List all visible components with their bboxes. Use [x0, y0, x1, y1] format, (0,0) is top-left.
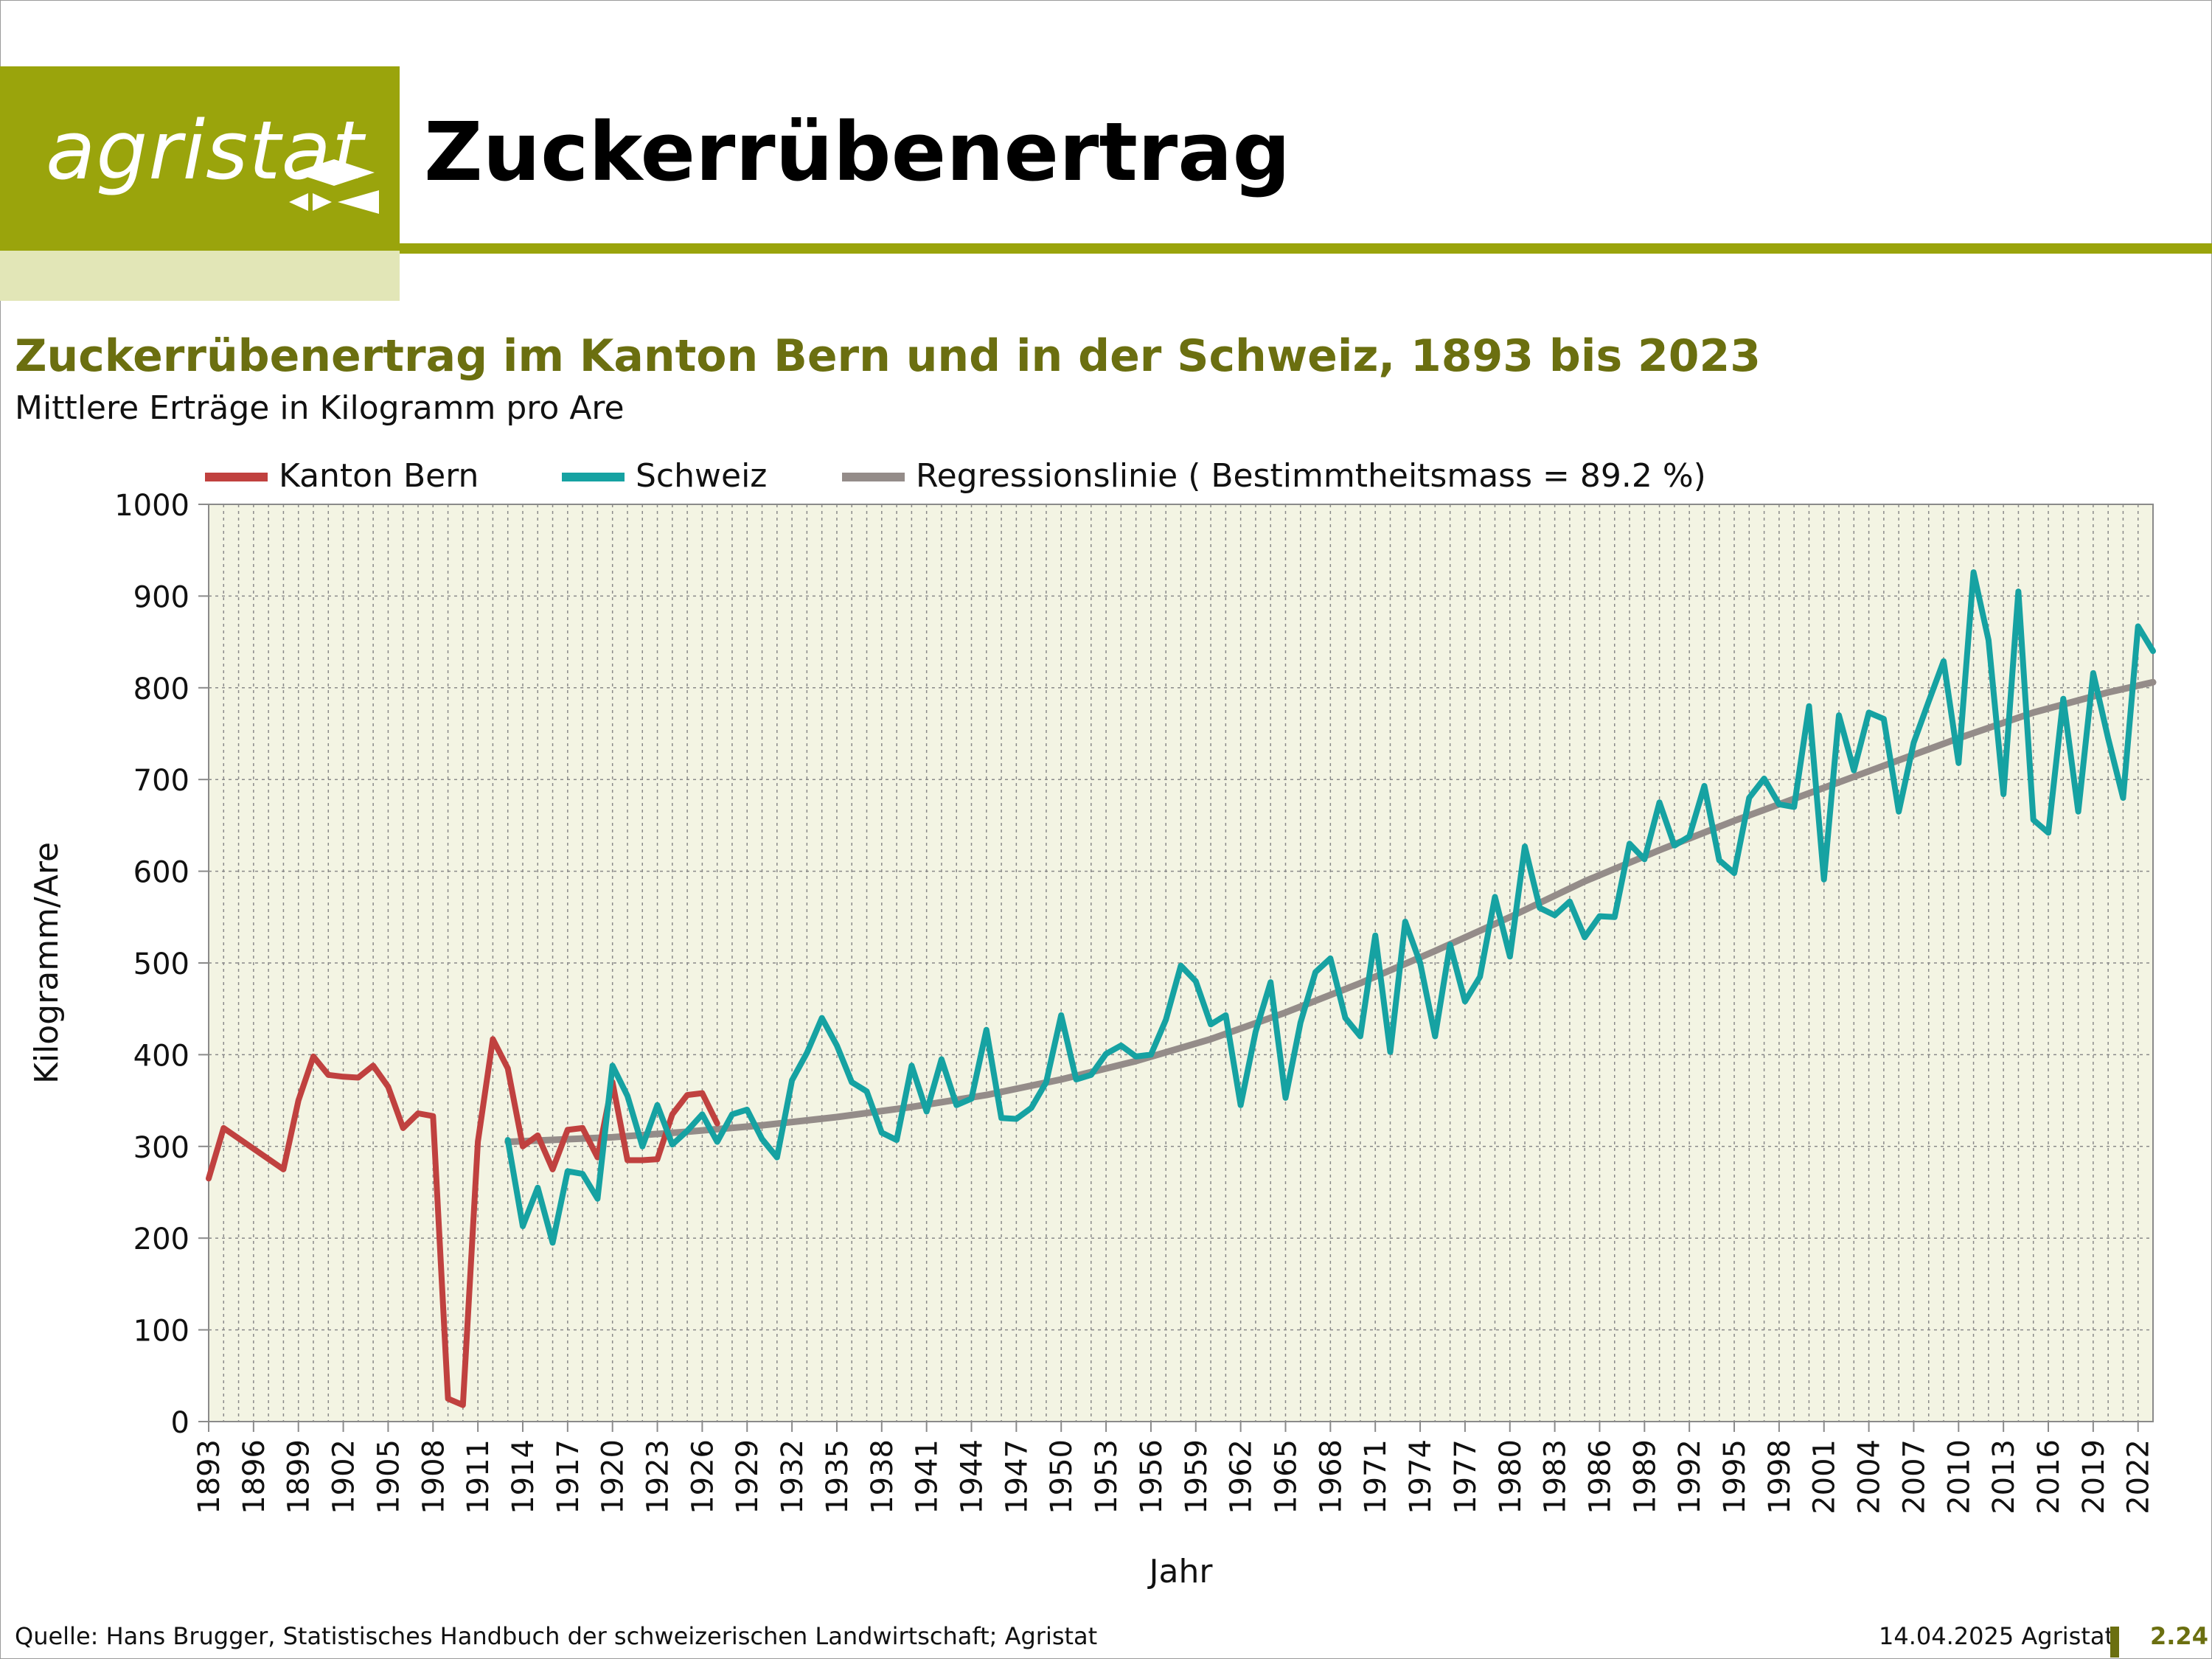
- x-tick-label: 1920: [597, 1439, 630, 1514]
- x-tick-label: 1977: [1449, 1439, 1483, 1514]
- logo-text: agristat: [46, 103, 364, 198]
- x-tick-label: 1917: [552, 1439, 585, 1514]
- x-tick-label: 1971: [1359, 1439, 1393, 1514]
- series-line-schweiz: [504, 569, 2156, 1246]
- y-tick-label: 0: [171, 1406, 189, 1440]
- y-tick-label: 700: [133, 764, 189, 798]
- x-tick-label: 1953: [1090, 1439, 1124, 1514]
- x-tick-label: 2019: [2077, 1439, 2111, 1514]
- x-tick-label: 1914: [507, 1439, 540, 1514]
- x-tick-label: 1980: [1494, 1439, 1528, 1514]
- x-tick-label: 2004: [1853, 1439, 1887, 1514]
- logo-panel: [0, 66, 400, 251]
- y-axis-label: Kilogramm/Are: [28, 842, 66, 1084]
- footer-date: 14.04.2025 Agristat: [1879, 1622, 2115, 1650]
- header-rule: [400, 243, 2212, 254]
- x-tick-label: 1896: [237, 1439, 271, 1514]
- logo-triangles-icon: [289, 159, 379, 214]
- x-tick-label: 1923: [641, 1439, 675, 1514]
- x-tick-label: 1986: [1583, 1439, 1617, 1514]
- x-tick-label: 1929: [731, 1439, 765, 1514]
- x-tick-label: 1983: [1539, 1439, 1573, 1514]
- y-tick-label: 100: [133, 1315, 189, 1349]
- x-tick-label: 1965: [1269, 1439, 1303, 1514]
- source-note: Quelle: Hans Brugger, Statistisches Hand…: [15, 1622, 1098, 1650]
- y-tick-label: 900: [133, 580, 189, 614]
- x-tick-label: 1950: [1045, 1439, 1079, 1514]
- x-tick-label: 1992: [1673, 1439, 1707, 1514]
- x-tick-label: 2010: [1942, 1439, 1976, 1514]
- chart-title: Zuckerrübenertrag im Kanton Bern und in …: [15, 330, 1761, 382]
- y-tick-label: 600: [133, 856, 189, 890]
- legend-label: Kanton Bern: [279, 457, 479, 495]
- x-tick-label: 1941: [911, 1439, 945, 1514]
- x-tick-label: 1926: [686, 1439, 720, 1514]
- x-axis-label: Jahr: [1147, 1553, 1214, 1590]
- x-tick-label: 1902: [327, 1439, 361, 1514]
- y-tick-label: 500: [133, 947, 189, 981]
- footer-divider: [2110, 1627, 2119, 1658]
- x-tick-label: 1998: [1763, 1439, 1797, 1514]
- x-tick-label: 2007: [1897, 1439, 1931, 1514]
- x-tick-label: 1968: [1314, 1439, 1348, 1514]
- x-tick-label: 1932: [776, 1439, 810, 1514]
- legend-label: Regressionslinie ( Bestimmtheitsmass = 8…: [916, 457, 1706, 495]
- y-tick-label: 800: [133, 672, 189, 706]
- x-tick-label: 1911: [462, 1439, 495, 1514]
- x-tick-label: 1899: [282, 1439, 316, 1514]
- x-tick-label: 1989: [1628, 1439, 1662, 1514]
- x-tick-label: 1935: [821, 1439, 855, 1514]
- y-tick-label: 1000: [114, 489, 189, 523]
- x-tick-label: 2016: [2032, 1439, 2066, 1514]
- chart-subtitle: Mittlere Erträge in Kilogramm pro Are: [15, 389, 625, 427]
- x-tick-label: 2022: [2122, 1439, 2156, 1514]
- page-number: 2.24: [2150, 1622, 2208, 1650]
- x-tick-label: 1956: [1135, 1439, 1169, 1514]
- x-tick-label: 1962: [1225, 1439, 1259, 1514]
- x-tick-label: 1905: [372, 1439, 406, 1514]
- x-tick-label: 1947: [1000, 1439, 1034, 1514]
- x-tick-label: 1995: [1718, 1439, 1752, 1514]
- x-tick-label: 1944: [956, 1439, 990, 1514]
- x-tick-label: 1959: [1180, 1439, 1214, 1514]
- x-tick-label: 1908: [417, 1439, 451, 1514]
- y-tick-label: 200: [133, 1222, 189, 1256]
- legend-label: Schweiz: [636, 457, 767, 495]
- logo-underbar: [0, 251, 400, 301]
- page-title: Zuckerrübenertrag: [424, 105, 1291, 199]
- y-tick-label: 400: [133, 1039, 189, 1073]
- y-tick-label: 300: [133, 1131, 189, 1165]
- x-tick-label: 1938: [866, 1439, 900, 1514]
- x-tick-label: 2001: [1808, 1439, 1842, 1514]
- x-tick-label: 2013: [1987, 1439, 2021, 1514]
- series-line-bern: [206, 1036, 720, 1408]
- x-tick-label: 1974: [1404, 1439, 1438, 1514]
- x-tick-label: 1893: [192, 1439, 226, 1514]
